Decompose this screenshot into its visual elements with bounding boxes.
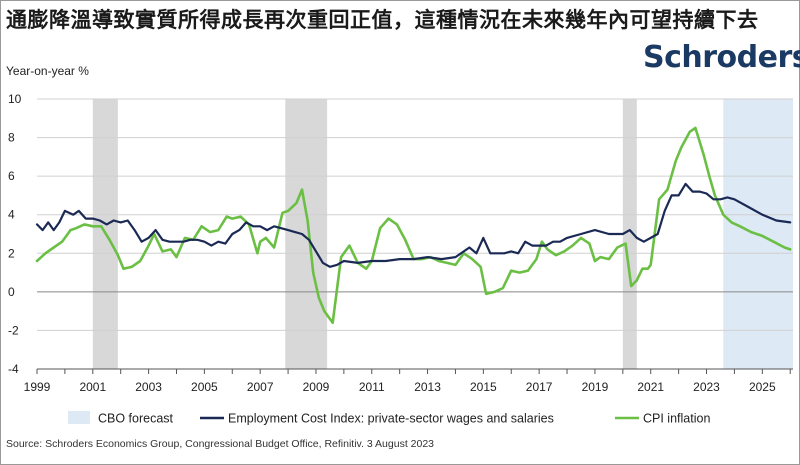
- x-tick-label: 2013: [414, 380, 441, 394]
- x-tick-label: 2011: [359, 380, 385, 394]
- source-note: Source: Schroders Economics Group, Congr…: [6, 438, 435, 450]
- legend-label: CBO forecast: [98, 412, 174, 426]
- legend-label: CPI inflation: [643, 412, 710, 426]
- x-tick-label: 2017: [526, 380, 553, 394]
- y-tick-label: 4: [8, 208, 15, 222]
- legend-swatch-forecast: [68, 411, 90, 424]
- ect-series-line: [35, 182, 792, 268]
- x-tick-label: 2009: [303, 380, 330, 394]
- x-tick-label: 2007: [247, 380, 274, 394]
- y-tick-label: 10: [8, 92, 22, 106]
- y-tick-label: 6: [8, 169, 15, 183]
- x-tick-label: 2021: [637, 380, 664, 394]
- y-tick-label: -2: [8, 323, 19, 337]
- legend-label: Employment Cost Index: private-sector wa…: [228, 412, 554, 426]
- x-tick-label: 2023: [693, 380, 720, 394]
- y-tick-label: 8: [8, 131, 15, 145]
- x-tick-label: 2015: [470, 380, 497, 394]
- recession-band-1: [285, 99, 328, 369]
- cpi-series-line: [35, 126, 792, 325]
- x-tick-label: 2003: [135, 380, 162, 394]
- x-tick-label: 2019: [582, 380, 609, 394]
- y-tick-label: -4: [8, 362, 19, 376]
- x-tick-label: 2025: [749, 380, 776, 394]
- x-tick-label: 1999: [24, 380, 51, 394]
- schroders-logo: Schroders: [643, 40, 800, 75]
- y-tick-label: 2: [8, 246, 15, 260]
- x-tick-label: 2005: [191, 380, 218, 394]
- chart-title: 通膨降溫導致實質所得成長再次重回正值，這種情況在未來幾年內可望持續下去: [6, 8, 759, 32]
- y-tick-label: 0: [8, 285, 15, 299]
- y-axis-label: Year-on-year %: [6, 64, 89, 78]
- recession-band-2: [622, 99, 637, 369]
- x-tick-label: 2001: [79, 380, 106, 394]
